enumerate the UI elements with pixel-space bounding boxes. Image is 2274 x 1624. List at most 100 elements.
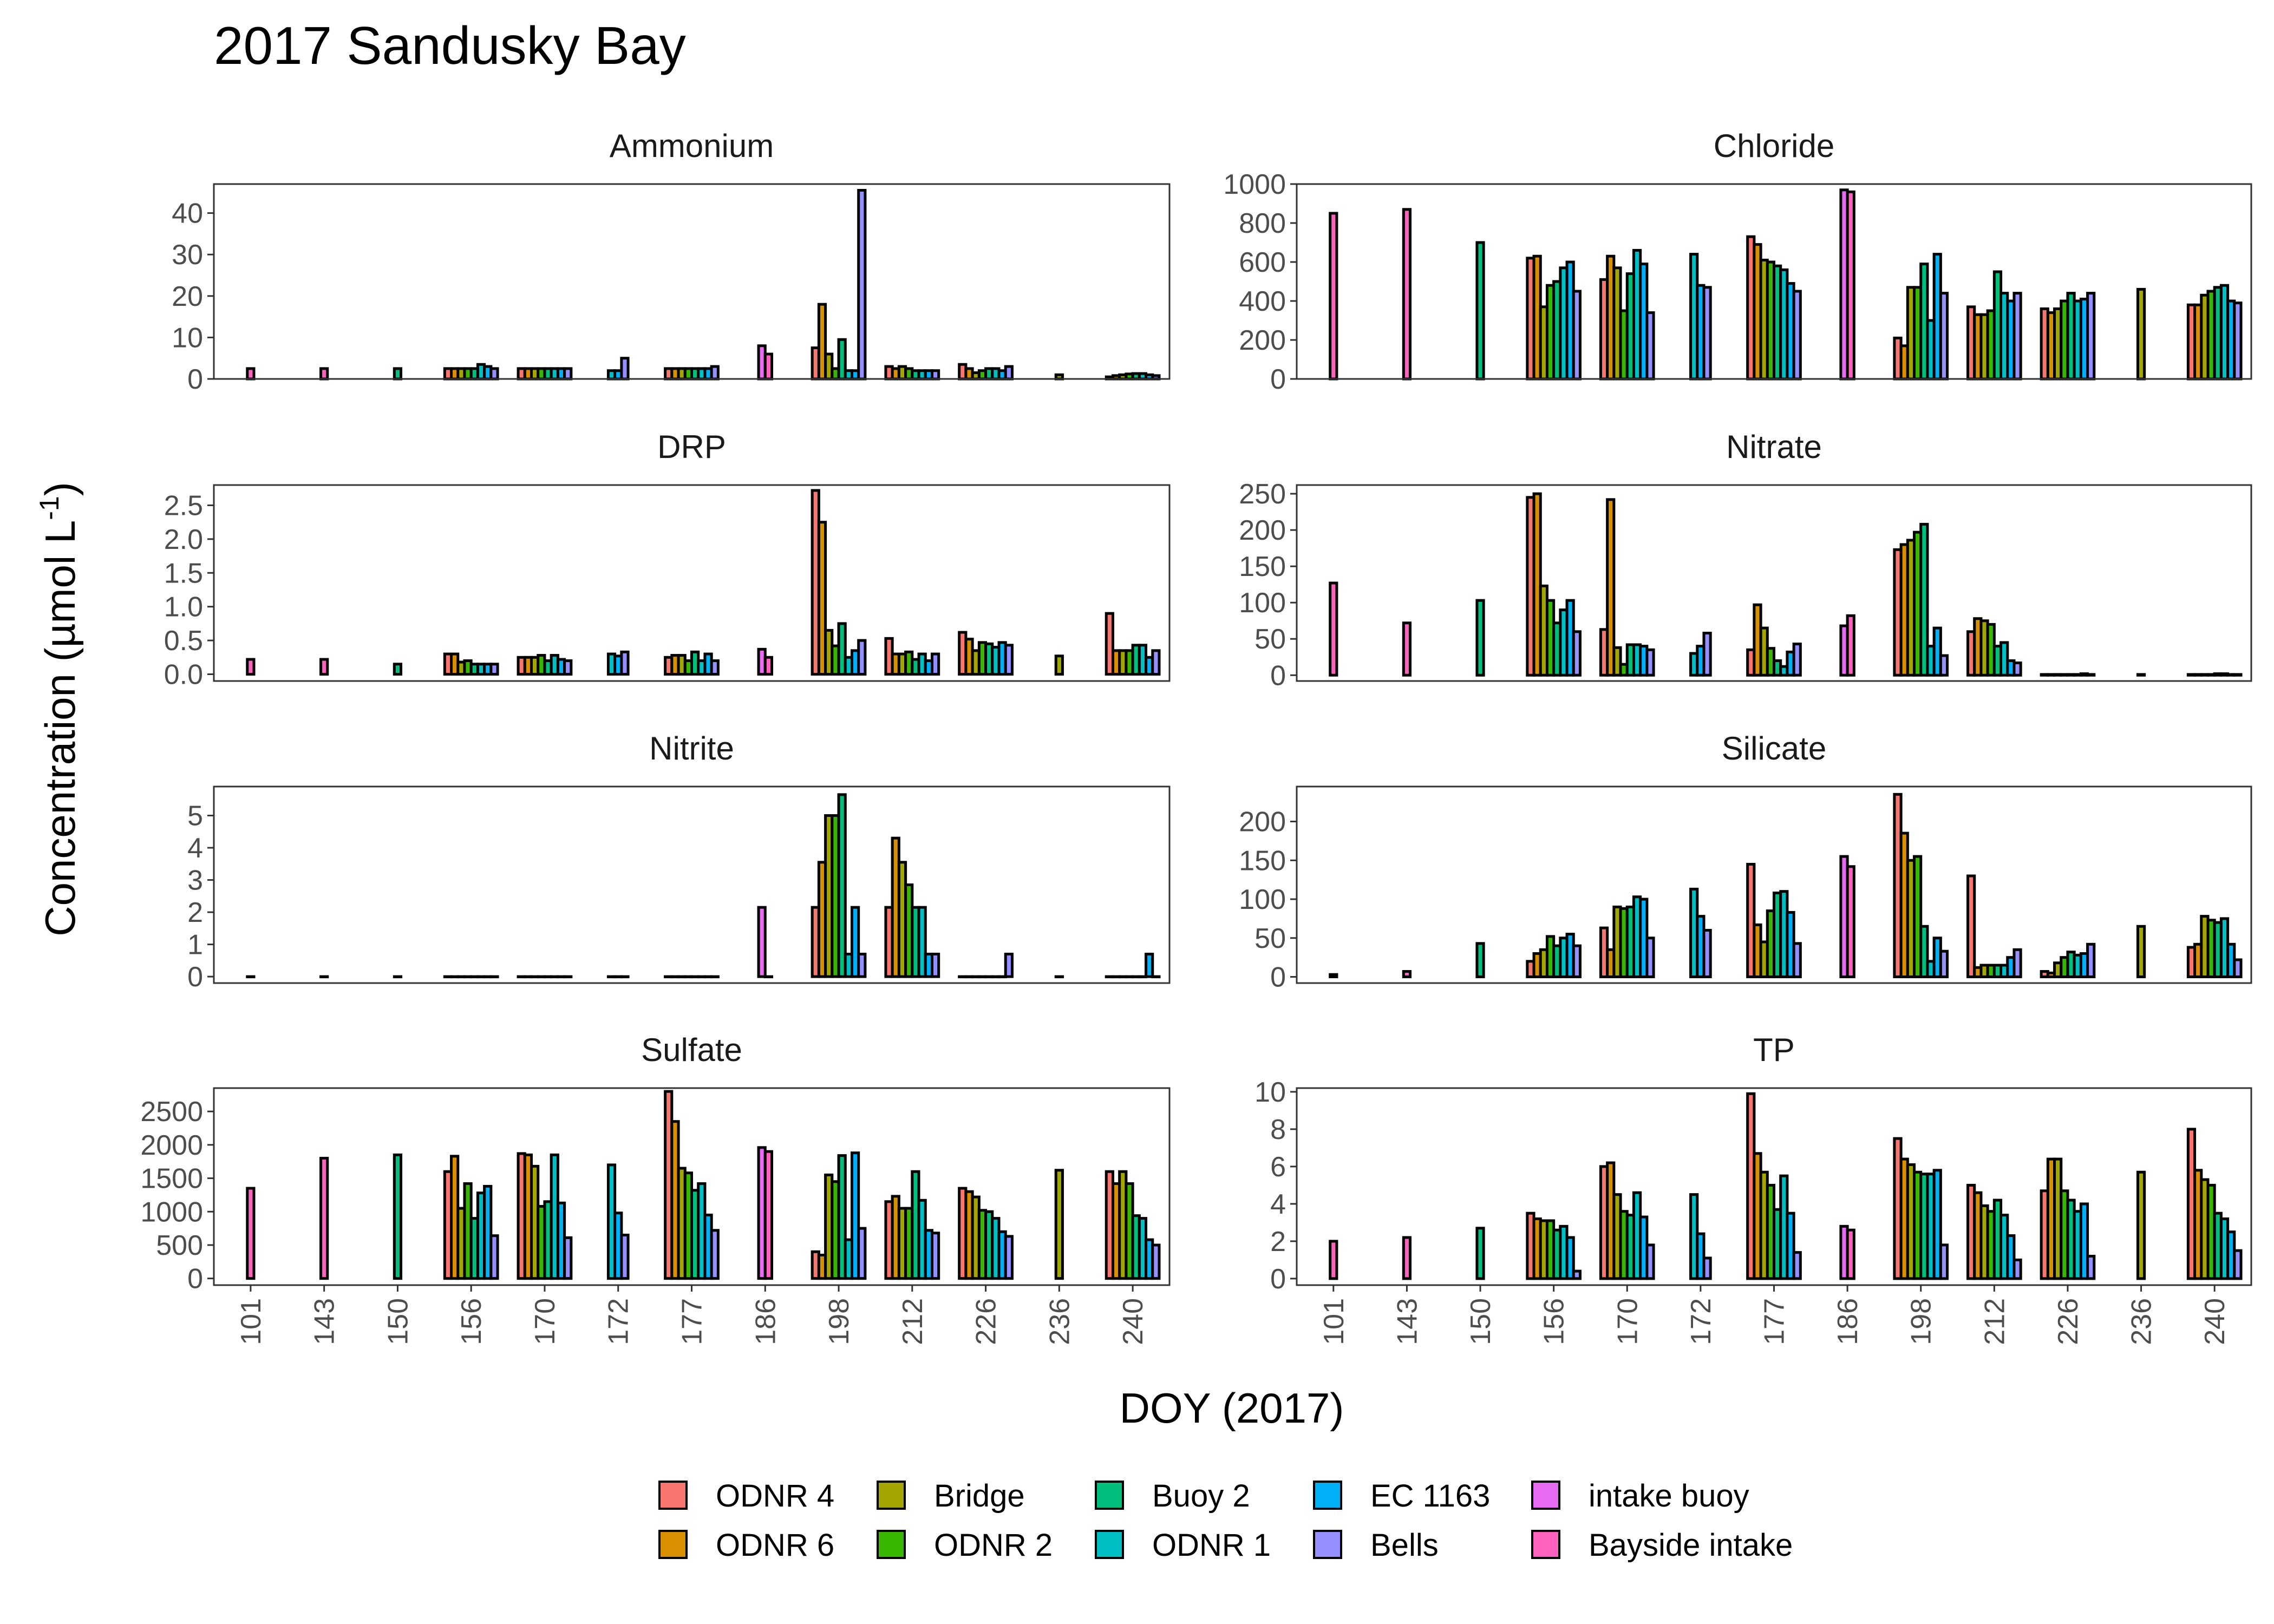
y-tick-label-nitrate-0: 0 — [1270, 660, 1286, 691]
bar-silicate-170-bells — [1645, 937, 1655, 979]
panel-border-silicate — [1296, 785, 2252, 984]
y-tick-label-ammonium-0: 0 — [187, 364, 203, 395]
x-tick-label-sulfate-172: 172 — [603, 1298, 635, 1345]
bar-sulfate-177-bells — [710, 1229, 720, 1280]
bar-sulfate-143-bayside-intake — [319, 1157, 329, 1280]
bar-nitrate-186-bayside-intake — [1846, 614, 1855, 677]
legend-swatch-odnr-2 — [877, 1530, 906, 1559]
bar-nitrate-172-bells — [1702, 632, 1712, 677]
y-tick-label-drp-1: 0.5 — [164, 625, 203, 657]
legend-swatch-bayside-intake — [1531, 1530, 1560, 1559]
bar-nitrite-240-ec-1163 — [1145, 952, 1154, 978]
legend-item-odnr-2: ODNR 2 — [877, 1528, 1053, 1563]
y-tick-label-drp-3: 1.5 — [164, 558, 203, 589]
y-tick-label-drp-2: 1.0 — [164, 592, 203, 623]
bar-drp-226-bells — [1004, 644, 1014, 676]
bar-silicate-177-odnr-4 — [1746, 862, 1756, 979]
bar-drp-156-bells — [489, 663, 499, 676]
bar-drp-198-buoy-2 — [837, 622, 847, 676]
x-tick-label-sulfate-198: 198 — [824, 1298, 855, 1345]
legend-label-intake-buoy: intake buoy — [1589, 1478, 1749, 1514]
bar-drp-177-bells — [710, 659, 720, 676]
y-tick-label-silicate-1: 50 — [1254, 923, 1286, 954]
y-axis-title-superscript: -1 — [34, 496, 64, 520]
y-tick-label-drp-4: 2.0 — [164, 524, 203, 555]
bar-sulfate-240-bells — [1151, 1243, 1161, 1280]
y-tick-label-chloride-4: 800 — [1239, 208, 1286, 239]
y-tick-label-ammonium-2: 20 — [172, 281, 203, 312]
bar-tp-186-bayside-intake — [1846, 1228, 1855, 1280]
x-tick-label-tp-101: 101 — [1318, 1298, 1350, 1345]
y-tick-label-tp-0: 0 — [1270, 1263, 1286, 1295]
x-tick-label-tp-156: 156 — [1539, 1298, 1570, 1345]
bar-tp-156-ec-1163 — [1565, 1236, 1575, 1280]
x-tick-label-tp-143: 143 — [1391, 1298, 1423, 1345]
bar-silicate-212-bells — [2012, 948, 2022, 979]
x-tick-label-tp-172: 172 — [1685, 1298, 1717, 1345]
y-axis-title-close: ) — [36, 482, 84, 496]
x-tick-label-sulfate-101: 101 — [236, 1298, 267, 1345]
legend-item-odnr-6: ODNR 6 — [658, 1528, 834, 1563]
bar-chloride-198-bells — [1939, 292, 1949, 381]
x-tick-label-tp-212: 212 — [1979, 1298, 2010, 1345]
y-tick-label-sulfate-4: 2000 — [140, 1130, 203, 1161]
bar-sulfate-226-bells — [1004, 1235, 1014, 1280]
y-tick-label-silicate-4: 200 — [1239, 807, 1286, 838]
bar-drp-101-bayside-intake — [246, 658, 256, 676]
legend-item-bells: Bells — [1313, 1528, 1439, 1563]
y-tick-label-nitrate-2: 100 — [1239, 587, 1286, 619]
legend-swatch-ec-1163 — [1313, 1481, 1342, 1510]
panel-title-silicate: Silicate — [1722, 730, 1826, 767]
bar-drp-150-buoy-2 — [393, 663, 403, 676]
y-tick-label-nitrite-4: 4 — [187, 833, 203, 864]
x-tick-label-sulfate-212: 212 — [897, 1298, 929, 1345]
bar-sulfate-172-bells — [620, 1233, 630, 1280]
bar-silicate-236-bridge — [2136, 925, 2146, 979]
y-tick-label-ammonium-3: 30 — [172, 239, 203, 271]
y-tick-label-nitrite-0: 0 — [187, 961, 203, 993]
bar-nitrate-170-bells — [1645, 648, 1655, 677]
panel-border-chloride — [1296, 183, 2252, 380]
bar-silicate-240-bells — [2233, 958, 2243, 979]
legend-item-buoy-2: Buoy 2 — [1095, 1478, 1250, 1514]
bar-nitrite-226-bells — [1004, 952, 1014, 978]
x-tick-label-tp-236: 236 — [2126, 1298, 2158, 1345]
bar-drp-198-odnr-6 — [817, 521, 827, 676]
x-tick-label-sulfate-226: 226 — [971, 1298, 1002, 1345]
bar-tp-236-bridge — [2136, 1170, 2146, 1280]
y-tick-label-sulfate-0: 0 — [187, 1263, 203, 1295]
bar-tp-101-bayside-intake — [1329, 1240, 1338, 1280]
legend-item-bridge: Bridge — [877, 1478, 1025, 1514]
bar-drp-236-bridge — [1054, 654, 1064, 676]
legend-swatch-odnr-1 — [1095, 1530, 1124, 1559]
y-tick-label-drp-5: 2.5 — [164, 490, 203, 521]
panel-nitrate: Nitrate 0 50 100 150 200 250 — [1239, 429, 2252, 691]
legend-item-intake-buoy: intake buoy — [1531, 1478, 1749, 1514]
x-tick-label-sulfate-240: 240 — [1118, 1298, 1149, 1345]
x-tick-label-sulfate-170: 170 — [530, 1298, 561, 1345]
bar-drp-186-bayside-intake — [763, 656, 773, 676]
y-tick-label-chloride-1: 200 — [1239, 325, 1286, 356]
legend-swatch-buoy-2 — [1095, 1481, 1124, 1510]
bar-ammonium-101-bayside-intake — [246, 367, 256, 381]
bar-sulfate-212-bells — [930, 1232, 940, 1280]
y-tick-label-nitrite-3: 3 — [187, 865, 203, 896]
bar-nitrate-101-bayside-intake — [1329, 581, 1338, 677]
bar-nitrate-198-buoy-2 — [1919, 522, 1929, 677]
bar-tp-143-bayside-intake — [1402, 1236, 1412, 1280]
bar-tp-198-ec-1163 — [1932, 1169, 1942, 1280]
y-tick-label-sulfate-1: 500 — [156, 1230, 203, 1261]
x-tick-label-tp-186: 186 — [1832, 1298, 1864, 1345]
y-tick-label-nitrate-5: 250 — [1239, 479, 1286, 510]
bar-sulfate-186-bayside-intake — [763, 1150, 773, 1280]
x-tick-label-tp-198: 198 — [1906, 1298, 1937, 1345]
y-tick-label-ammonium-1: 10 — [172, 322, 203, 353]
bar-ammonium-170-bells — [563, 367, 573, 381]
y-tick-label-chloride-2: 400 — [1239, 286, 1286, 317]
y-tick-label-nitrate-1: 50 — [1254, 624, 1286, 655]
bars-nitrite — [246, 793, 1161, 979]
x-tick-label-sulfate-177: 177 — [677, 1298, 708, 1345]
x-tick-label-sulfate-156: 156 — [456, 1298, 487, 1345]
